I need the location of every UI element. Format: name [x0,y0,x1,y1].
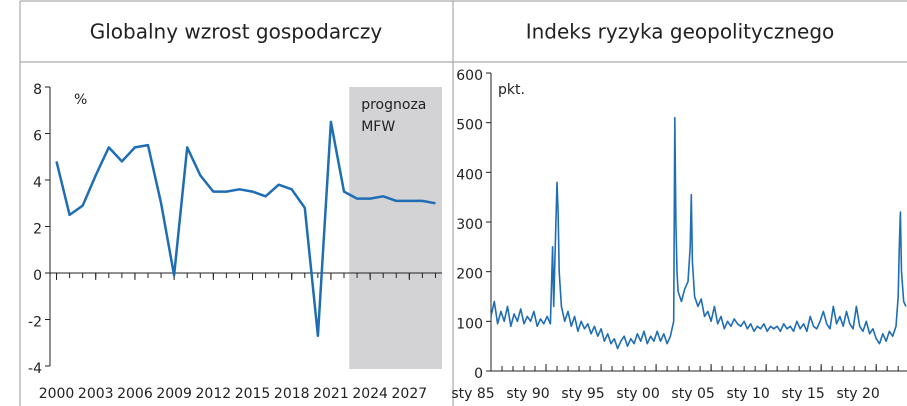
x-tick-label: 2012 [196,386,232,402]
x-tick-label: sty 05 [671,386,714,402]
x-tick-label: sty 10 [726,386,769,402]
y-tick-label: 500 [456,118,483,134]
y-tick-label: 0 [474,366,483,382]
chart-title: Globalny wzrost gospodarczy [90,20,383,44]
x-tick-label: 2021 [313,386,349,402]
y-tick-label: 600 [456,68,483,84]
x-tick-label: 2006 [117,386,153,402]
y-tick-label: 2 [33,222,42,238]
unit-label: pkt. [498,82,525,98]
chart-title: Indeks ryzyka geopolitycznego [526,20,835,44]
y-tick-label: 4 [33,175,42,191]
x-tick-label: sty 95 [561,386,604,402]
y-tick-label: 100 [456,316,483,332]
y-tick-label: -2 [28,315,42,331]
x-tick-label: 2000 [39,386,75,402]
x-tick-label: 2024 [352,386,388,402]
x-tick-label: sty 85 [451,386,494,402]
forecast-label: prognoza [361,97,426,113]
x-tick-label: 2027 [392,386,428,402]
x-tick-label: 2015 [235,386,271,402]
x-tick-label: sty 20 [837,386,880,402]
y-tick-label: 0 [33,268,42,284]
x-tick-label: sty 90 [506,386,549,402]
x-tick-label: 2003 [78,386,114,402]
forecast-label: MFW [361,119,395,135]
y-tick-label: 200 [456,267,483,283]
y-tick-label: 8 [33,82,42,98]
unit-label: % [74,92,87,108]
x-tick-label: sty 15 [781,386,824,402]
y-tick-label: 6 [33,129,42,145]
data-line [55,120,436,338]
y-tick-label: 300 [456,217,483,233]
y-tick-label: -4 [28,361,42,377]
forecast-band [349,87,442,369]
x-tick-label: sty 00 [616,386,659,402]
x-tick-label: 2018 [274,386,310,402]
y-tick-label: 400 [456,167,483,183]
x-tick-label: 2009 [156,386,192,402]
data-line [490,116,907,350]
